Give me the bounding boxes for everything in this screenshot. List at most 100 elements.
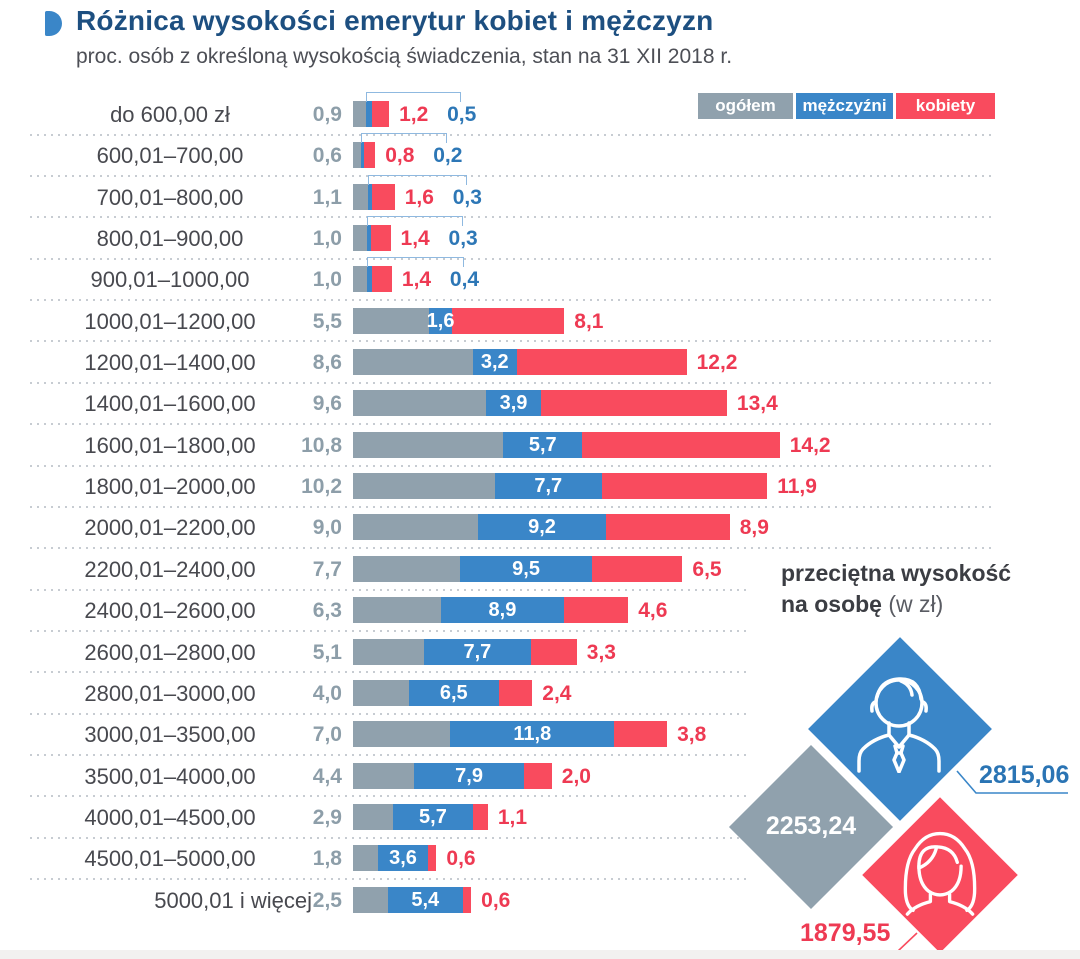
men-value: 5,7 bbox=[528, 433, 557, 456]
bar-segment-total bbox=[353, 473, 495, 500]
row-separator bbox=[30, 629, 748, 632]
total-value: 6,3 bbox=[312, 599, 342, 623]
total-value: 10,8 bbox=[301, 433, 342, 457]
chart-row: 4000,01–4500,00 2,9 1,1 5,7 bbox=[0, 796, 1080, 838]
men-value: 0,3 bbox=[452, 185, 482, 209]
chart-row: 2200,01–2400,00 7,7 6,5 9,5 bbox=[0, 548, 1080, 590]
category-label: 2200,01–2400,00 bbox=[84, 556, 256, 582]
row-separator bbox=[30, 423, 995, 426]
men-value: 7,7 bbox=[534, 475, 563, 498]
averages-heading-line2: na osobę bbox=[781, 591, 882, 617]
bar-segment-men bbox=[478, 514, 606, 541]
row-separator bbox=[30, 878, 748, 880]
bar-segment-total bbox=[353, 349, 473, 376]
men-value: 7,9 bbox=[455, 764, 483, 787]
men-value: 0,3 bbox=[448, 227, 478, 251]
chart-row: 2600,01–2800,00 5,1 3,3 7,7 bbox=[0, 631, 1080, 673]
chart-row: do 600,00 zł 0,9 1,2 0,5 bbox=[0, 92, 1080, 135]
category-label: 2000,01–2200,00 bbox=[84, 515, 256, 541]
category-label: 700,01–800,00 bbox=[96, 184, 244, 210]
chart-row: 2000,01–2200,00 9,0 8,9 9,2 bbox=[0, 507, 1080, 549]
row-separator bbox=[30, 547, 995, 550]
category-label: 900,01–1000,00 bbox=[90, 267, 250, 293]
bar-segment-men bbox=[408, 679, 499, 706]
chart-row: 700,01–800,00 1,1 1,6 0,3 bbox=[0, 174, 1080, 218]
bar-segment-total bbox=[353, 100, 366, 127]
bar-segment-women bbox=[371, 225, 391, 252]
men-value: 3,2 bbox=[480, 351, 509, 374]
women-value: 0,6 bbox=[481, 888, 511, 912]
chart-row: 4500,01–5000,00 1,8 0,6 3,6 bbox=[0, 838, 1080, 880]
row-separator bbox=[30, 795, 748, 798]
men-value: 0,4 bbox=[449, 268, 480, 292]
total-value: 4,0 bbox=[312, 681, 342, 705]
category-label: 2600,01–2800,00 bbox=[84, 639, 256, 665]
bar-segment-men bbox=[393, 803, 473, 830]
bar-segment-women bbox=[372, 183, 395, 210]
category-label: 1400,01–1600,00 bbox=[84, 391, 256, 417]
men-value: 9,5 bbox=[512, 557, 540, 580]
legend-item-2: kobiety bbox=[896, 93, 995, 119]
category-label: 5000,01 i więcej bbox=[154, 887, 312, 913]
bar-segment-women bbox=[601, 473, 768, 500]
averages-heading: przeciętna wysokość na osobę (w zł) bbox=[781, 558, 1011, 620]
bar-segment-women bbox=[582, 431, 780, 458]
men-callout-bracket bbox=[361, 133, 448, 144]
chart-row: 2400,01–2600,00 6,3 4,6 8,9 bbox=[0, 590, 1080, 632]
bar-segment-total bbox=[353, 514, 479, 541]
bar-segment-women bbox=[523, 762, 552, 789]
bar-segment-total bbox=[353, 431, 504, 458]
chart-row: 600,01–700,00 0,6 0,8 0,2 bbox=[0, 133, 1080, 177]
bar-segment-men bbox=[503, 431, 583, 458]
averages-heading-line1: przeciętna wysokość bbox=[781, 560, 1012, 586]
total-value: 5,1 bbox=[312, 640, 342, 664]
total-value: 1,8 bbox=[312, 847, 342, 871]
men-callout-bracket bbox=[366, 216, 463, 227]
men-value: 11,8 bbox=[513, 723, 552, 746]
bar-segment-total bbox=[353, 142, 362, 169]
men-callout-bracket bbox=[366, 257, 464, 268]
category-label: 2400,01–2600,00 bbox=[84, 598, 256, 624]
row-separator bbox=[30, 836, 748, 839]
bar-segment-men bbox=[472, 349, 517, 376]
bar-segment-women bbox=[614, 721, 668, 748]
women-value: 1,4 bbox=[401, 268, 432, 292]
bar-segment-total bbox=[353, 597, 441, 624]
men-value: 8,9 bbox=[488, 599, 517, 622]
bar-segment-men bbox=[423, 638, 531, 665]
row-separator bbox=[30, 133, 995, 136]
bar-segment-women bbox=[605, 514, 730, 541]
page-subtitle: proc. osób z określoną wysokością świadc… bbox=[76, 45, 733, 68]
women-value: 1,2 bbox=[399, 102, 429, 126]
bar-segment-total bbox=[353, 266, 367, 293]
bar-segment-total bbox=[353, 183, 369, 210]
women-value: 3,8 bbox=[677, 723, 707, 747]
men-value: 0,5 bbox=[447, 102, 477, 126]
bar-segment-women bbox=[564, 597, 629, 624]
total-value: 10,2 bbox=[301, 475, 342, 499]
women-value: 3,3 bbox=[586, 640, 616, 664]
category-label: 600,01–700,00 bbox=[96, 143, 244, 169]
category-label: 1000,01–1200,00 bbox=[84, 308, 256, 334]
men-value: 1,6 bbox=[426, 309, 455, 332]
bar-segment-men bbox=[450, 721, 615, 748]
women-value: 8,1 bbox=[574, 309, 604, 333]
women-value: 0,6 bbox=[446, 847, 476, 871]
average-women-value: 1879,55 bbox=[800, 919, 891, 947]
row-separator bbox=[30, 753, 748, 756]
bar-segment-men bbox=[429, 307, 452, 334]
women-value: 11,9 bbox=[777, 475, 817, 499]
bar-segment-women bbox=[462, 886, 472, 913]
title-bullet-icon bbox=[45, 11, 62, 36]
chart-row: 3500,01–4000,00 4,4 2,0 7,9 bbox=[0, 755, 1080, 797]
bar-segment-men bbox=[387, 886, 463, 913]
men-value: 3,6 bbox=[389, 847, 417, 870]
women-value: 0,8 bbox=[385, 144, 415, 168]
page-title: Różnica wysokości emerytur kobiet i mężc… bbox=[76, 5, 714, 36]
category-label: 1600,01–1800,00 bbox=[84, 432, 256, 458]
legend-item-1: mężczyźni bbox=[796, 93, 893, 119]
bar-segment-total bbox=[353, 762, 415, 789]
bar-segment-women bbox=[428, 845, 437, 872]
row-separator bbox=[30, 671, 748, 674]
